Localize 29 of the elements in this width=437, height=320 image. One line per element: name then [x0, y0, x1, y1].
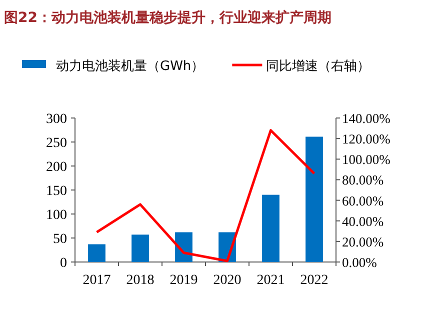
- y2-tick-label: 120.00%: [342, 132, 390, 147]
- legend-label: 同比增速（右轴）: [266, 59, 370, 74]
- y2-tick-label: 0.00%: [342, 255, 377, 270]
- y-tick-label: 100: [46, 208, 67, 223]
- y2-tick-label: 60.00%: [342, 193, 384, 208]
- y2-tick-label: 20.00%: [342, 234, 384, 250]
- y2-tick-label: 100.00%: [342, 152, 390, 168]
- x-tick-label: 2017: [82, 273, 111, 288]
- bar: [306, 136, 323, 262]
- x-tick-label: 2022: [300, 273, 328, 288]
- line-series: [96, 129, 316, 262]
- y2-tick-label: 80.00%: [342, 172, 384, 188]
- x-tick-label: 2018: [126, 273, 154, 288]
- y-tick-label: 0: [60, 256, 67, 271]
- legend-label: 动力电池装机量（GWh）: [56, 59, 204, 74]
- x-tick-label: 2021: [256, 273, 285, 288]
- y-tick-label: 250: [46, 136, 67, 151]
- x-tick-label: 2019: [170, 273, 198, 288]
- y-tick-label: 300: [46, 112, 67, 127]
- bar: [132, 234, 149, 262]
- y-tick-label: 150: [46, 184, 67, 199]
- y2-tick-label: 140.00%: [342, 111, 390, 126]
- bar: [88, 244, 106, 262]
- y-tick-label: 200: [46, 160, 67, 175]
- y2-tick-label: 40.00%: [342, 214, 384, 229]
- y-tick-label: 50: [53, 232, 67, 247]
- x-tick-label: 2020: [213, 273, 242, 288]
- chart-title: 图22：动力电池装机量稳步提升，行业迎来扩产周期: [4, 9, 332, 26]
- bar: [262, 194, 280, 262]
